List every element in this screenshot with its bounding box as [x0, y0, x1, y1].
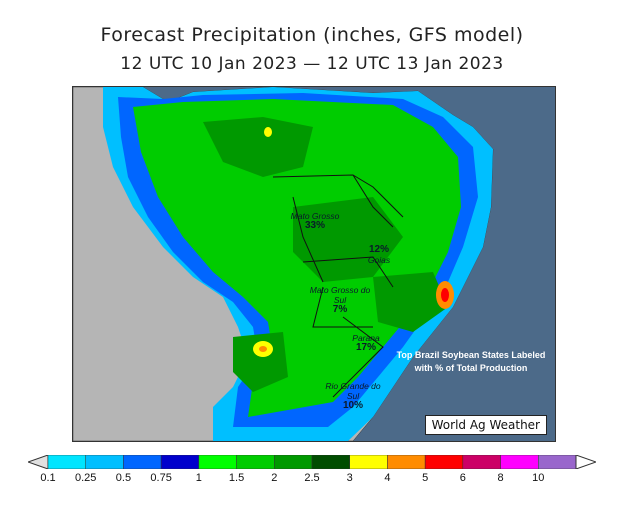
precipitation-map: Mato Grosso 33% 12% Goias Mato Grosso do…: [72, 86, 556, 442]
state-name: Parana: [352, 333, 380, 343]
state-name: Mato Grosso do Sul: [309, 285, 371, 305]
state-label-mato-grosso-do-sul: Mato Grosso do Sul 7%: [305, 285, 375, 315]
very-heavy-precip-area: [203, 117, 313, 177]
extreme-precip-core-east: [441, 288, 449, 302]
state-percent: 7%: [332, 304, 348, 315]
legend-swatch: [349, 455, 388, 469]
legend-swatch: [387, 455, 426, 469]
color-legend: [28, 455, 596, 469]
legend-swatch: [311, 455, 350, 469]
legend-tick-label: 6: [459, 472, 466, 484]
legend-tick-label: 0.75: [150, 472, 172, 484]
very-heavy-precip-area-4: [233, 332, 288, 392]
legend-ticks: 0.1 0.25 0.5 0.75 1 1.5 2 2.5 3 4 5 6 8 10: [0, 472, 624, 492]
legend-tick-label: 10: [532, 472, 545, 484]
legend-swatch: [85, 455, 124, 469]
legend-swatch: [198, 455, 237, 469]
state-name: Rio Grande do Sul: [325, 381, 381, 401]
legend-tick-label: 8: [497, 472, 504, 484]
state-label-rio-grande-do-sul: Rio Grande do Sul 10%: [323, 381, 383, 411]
state-label-goias: 12% Goias: [359, 244, 399, 266]
legend-swatch: [424, 455, 464, 469]
legend-tick-label: 3: [346, 472, 353, 484]
legend-tick-label: 0.1: [40, 472, 56, 484]
legend-tick-label: 4: [384, 472, 391, 484]
legend-note: Top Brazil Soybean States Labeled with %…: [396, 350, 546, 373]
legend-swatch: [123, 455, 162, 469]
state-name: Mato Grosso: [290, 211, 340, 221]
extreme-precip-core-west: [259, 346, 267, 352]
legend-tick-label: 0.25: [74, 472, 97, 484]
state-percent: 33%: [304, 220, 325, 231]
legend-swatch: [236, 455, 275, 469]
legend-swatch: [500, 455, 539, 469]
state-percent: 12%: [368, 244, 389, 255]
light-spot-north: [264, 127, 272, 137]
credit-label: World Ag Weather: [424, 415, 547, 435]
chart-title: Forecast Precipitation (inches, GFS mode…: [100, 24, 524, 46]
legend-swatch: [47, 455, 86, 469]
legend-tick-label: 0.5: [115, 472, 132, 484]
legend-tick-label: 5: [422, 472, 429, 484]
legend-swatch: [274, 455, 313, 469]
legend-swatch: [160, 455, 200, 469]
legend-swatch: [462, 455, 501, 469]
state-percent: 10%: [342, 400, 363, 411]
legend-tick-label: 2.5: [304, 472, 320, 484]
heavy-precip-area: [133, 99, 461, 417]
state-name: Goias: [367, 255, 391, 265]
state-borders: [272, 174, 404, 398]
state-label-parana: Parana 17%: [341, 333, 391, 353]
legend-arrow-high: [575, 455, 596, 469]
legend-tick-label: 1: [195, 472, 202, 484]
state-percent: 17%: [355, 342, 376, 353]
legend-arrow-low: [28, 455, 49, 469]
legend-swatch: [538, 455, 577, 469]
very-heavy-precip-area-3: [373, 272, 448, 332]
date-range-subtitle: 12 UTC 10 Jan 2023 — 12 UTC 13 Jan 2023: [120, 54, 504, 74]
legend-tick-label: 1.5: [228, 472, 245, 484]
state-label-mato-grosso: Mato Grosso 33%: [285, 211, 345, 231]
legend-tick-label: 2: [271, 472, 278, 484]
map-canvas: [73, 87, 494, 441]
